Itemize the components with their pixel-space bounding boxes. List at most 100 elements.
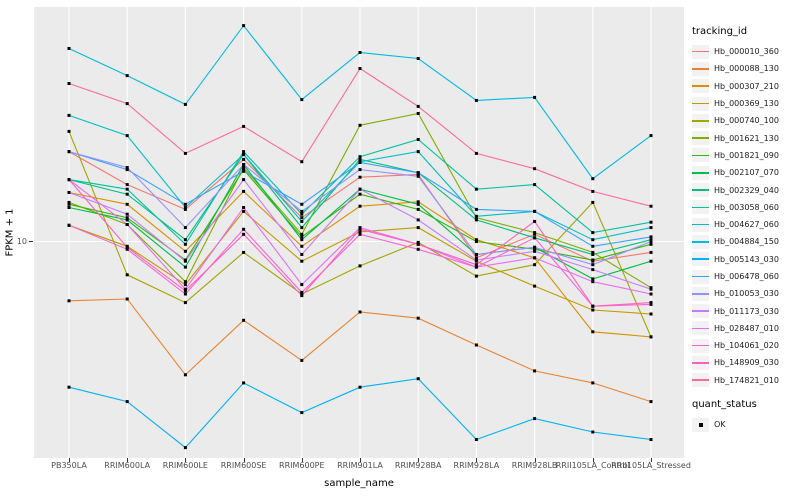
data-point-marker xyxy=(533,231,537,235)
x-tick-label-PB350LA: PB350LA xyxy=(51,461,87,470)
legend-label: Hb_000088_130 xyxy=(714,64,779,74)
x-tick-mark xyxy=(127,458,129,462)
data-point-marker xyxy=(67,113,71,117)
data-point-marker xyxy=(416,207,420,211)
data-point-marker xyxy=(474,187,478,191)
legend-key-line xyxy=(692,137,709,139)
data-point-marker xyxy=(533,219,537,223)
legend-key-swatch xyxy=(692,234,709,249)
legend-label: Hb_000369_130 xyxy=(714,99,779,109)
x-tick-mark xyxy=(534,458,536,462)
legend-key-line xyxy=(692,310,709,312)
data-point-marker xyxy=(67,206,71,209)
legend-entry-Hb_002107_070: Hb_002107_070 xyxy=(692,164,798,181)
x-tick-label-RRIM901LA: RRIM901LA xyxy=(337,461,383,470)
data-point-marker xyxy=(358,157,362,161)
legend-key-swatch xyxy=(692,200,709,215)
data-point-marker xyxy=(474,98,478,102)
data-point-marker xyxy=(358,175,362,179)
data-point-marker xyxy=(67,200,71,204)
x-tick-label-RRIM928LA: RRIM928LA xyxy=(453,461,500,470)
data-point-marker xyxy=(649,302,653,306)
legend: tracking_id Hb_000010_360 Hb_000088_130 Hb… xyxy=(692,26,798,433)
data-point-marker xyxy=(125,168,129,172)
data-point-marker xyxy=(474,274,478,278)
data-point-marker xyxy=(358,51,362,54)
data-point-marker xyxy=(474,151,478,155)
legend-key-line xyxy=(692,85,709,88)
legend-key-line xyxy=(692,120,709,122)
legend-entry-Hb_001621_130: Hb_001621_130 xyxy=(692,129,798,146)
data-point-marker xyxy=(300,209,304,213)
quant-key-swatch xyxy=(692,417,709,432)
data-point-marker xyxy=(591,430,595,434)
legend-entry-Hb_003058_060: Hb_003058_060 xyxy=(692,199,798,216)
data-point-marker xyxy=(300,238,304,242)
data-point-marker xyxy=(183,207,187,211)
x-tick-mark xyxy=(185,458,187,462)
data-point-marker xyxy=(416,226,420,230)
data-point-marker xyxy=(649,235,653,239)
x-tick-label-RRII105LA_Control: RRII105LA_Control xyxy=(555,461,630,470)
data-point-marker xyxy=(649,238,653,242)
x-tick-label-RRIM928BA: RRIM928BA xyxy=(394,461,442,470)
data-point-marker xyxy=(125,166,129,169)
legend-label: Hb_004884_150 xyxy=(714,237,779,247)
legend-key-swatch xyxy=(692,252,709,267)
data-point-marker xyxy=(183,287,187,291)
data-point-marker xyxy=(533,249,537,253)
data-point-marker xyxy=(242,150,246,154)
data-point-marker xyxy=(533,263,537,267)
data-point-marker xyxy=(300,98,304,102)
data-point-marker xyxy=(358,385,362,389)
x-tick-label-RRIM600PE: RRIM600PE xyxy=(279,461,325,470)
legend-label: Hb_000307_210 xyxy=(714,81,779,91)
x-tick-mark xyxy=(69,458,70,462)
data-point-marker xyxy=(533,256,537,260)
data-point-marker xyxy=(474,240,478,243)
data-point-marker xyxy=(183,226,187,230)
data-point-marker xyxy=(125,218,129,222)
data-point-marker xyxy=(591,253,595,256)
legend-label: Hb_006478_060 xyxy=(714,272,779,281)
data-point-marker xyxy=(358,123,362,127)
legend-entry-Hb_004627_060: Hb_004627_060 xyxy=(692,216,798,233)
data-point-marker xyxy=(474,343,478,347)
x-tick-mark xyxy=(651,458,652,462)
data-point-marker xyxy=(358,67,362,70)
data-point-marker xyxy=(183,265,187,269)
legend-entry-Hb_005143_030: Hb_005143_030 xyxy=(692,251,798,268)
legend-entry-Hb_002329_040: Hb_002329_040 xyxy=(692,181,798,198)
data-point-marker xyxy=(591,280,595,284)
legend-entry-Hb_104061_020: Hb_104061_020 xyxy=(692,337,798,354)
data-point-marker xyxy=(242,124,246,128)
data-point-marker xyxy=(67,223,71,227)
data-point-marker xyxy=(533,247,537,251)
legend-key-swatch xyxy=(692,217,709,232)
data-point-marker xyxy=(358,204,362,208)
data-point-marker xyxy=(591,200,595,204)
data-point-marker xyxy=(183,238,187,242)
data-point-marker xyxy=(358,310,362,314)
data-point-marker xyxy=(591,258,595,262)
data-point-marker xyxy=(125,192,129,196)
data-point-marker xyxy=(416,173,420,176)
data-point-marker xyxy=(358,168,362,172)
legend-key-line xyxy=(692,292,709,295)
legend-entry-Hb_004884_150: Hb_004884_150 xyxy=(692,233,798,250)
legend-title-tracking-id: tracking_id xyxy=(692,26,748,37)
data-point-marker xyxy=(591,263,595,267)
data-point-marker xyxy=(474,218,478,222)
data-point-marker xyxy=(416,240,420,244)
data-point-marker xyxy=(591,189,595,193)
plot-svg xyxy=(34,7,684,458)
data-point-marker xyxy=(591,244,595,248)
data-point-marker xyxy=(591,238,595,242)
legend-label: Hb_104061_020 xyxy=(714,341,779,351)
legend-label: Hb_002329_040 xyxy=(714,185,779,195)
data-point-marker xyxy=(125,400,129,404)
data-point-marker xyxy=(242,381,246,385)
legend-entry-Hb_174821_010: Hb_174821_010 xyxy=(692,372,798,389)
x-tick-mark xyxy=(592,458,594,462)
data-point-marker xyxy=(300,411,304,415)
